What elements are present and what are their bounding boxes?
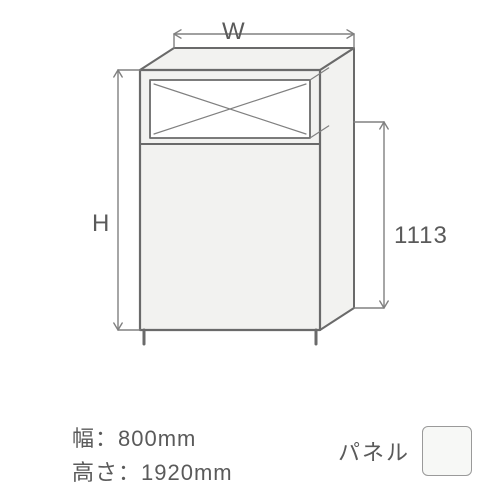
- dim-width-label: W: [222, 18, 247, 46]
- spec-width-label: 幅：: [72, 426, 118, 451]
- dim-height-label: H: [92, 210, 111, 238]
- material-label: パネル: [338, 435, 410, 467]
- diagram-stage: W H 1113 幅：800mm 高さ：1920mm パネル: [0, 0, 500, 500]
- material-swatch: [422, 426, 472, 476]
- spec-width-value: 800mm: [118, 426, 196, 451]
- spec-height-value: 1920mm: [141, 460, 233, 485]
- spec-block: 幅：800mm 高さ：1920mm: [72, 422, 233, 490]
- dim-right-value: 1113: [394, 222, 448, 250]
- spec-height-row: 高さ：1920mm: [72, 456, 233, 490]
- spec-width-row: 幅：800mm: [72, 422, 233, 456]
- material-block: パネル: [338, 426, 472, 476]
- spec-height-label: 高さ：: [72, 460, 141, 485]
- panel-drawing: [0, 0, 500, 420]
